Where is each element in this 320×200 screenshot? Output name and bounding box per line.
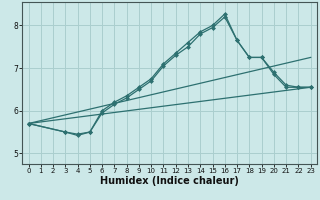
X-axis label: Humidex (Indice chaleur): Humidex (Indice chaleur): [100, 176, 239, 186]
